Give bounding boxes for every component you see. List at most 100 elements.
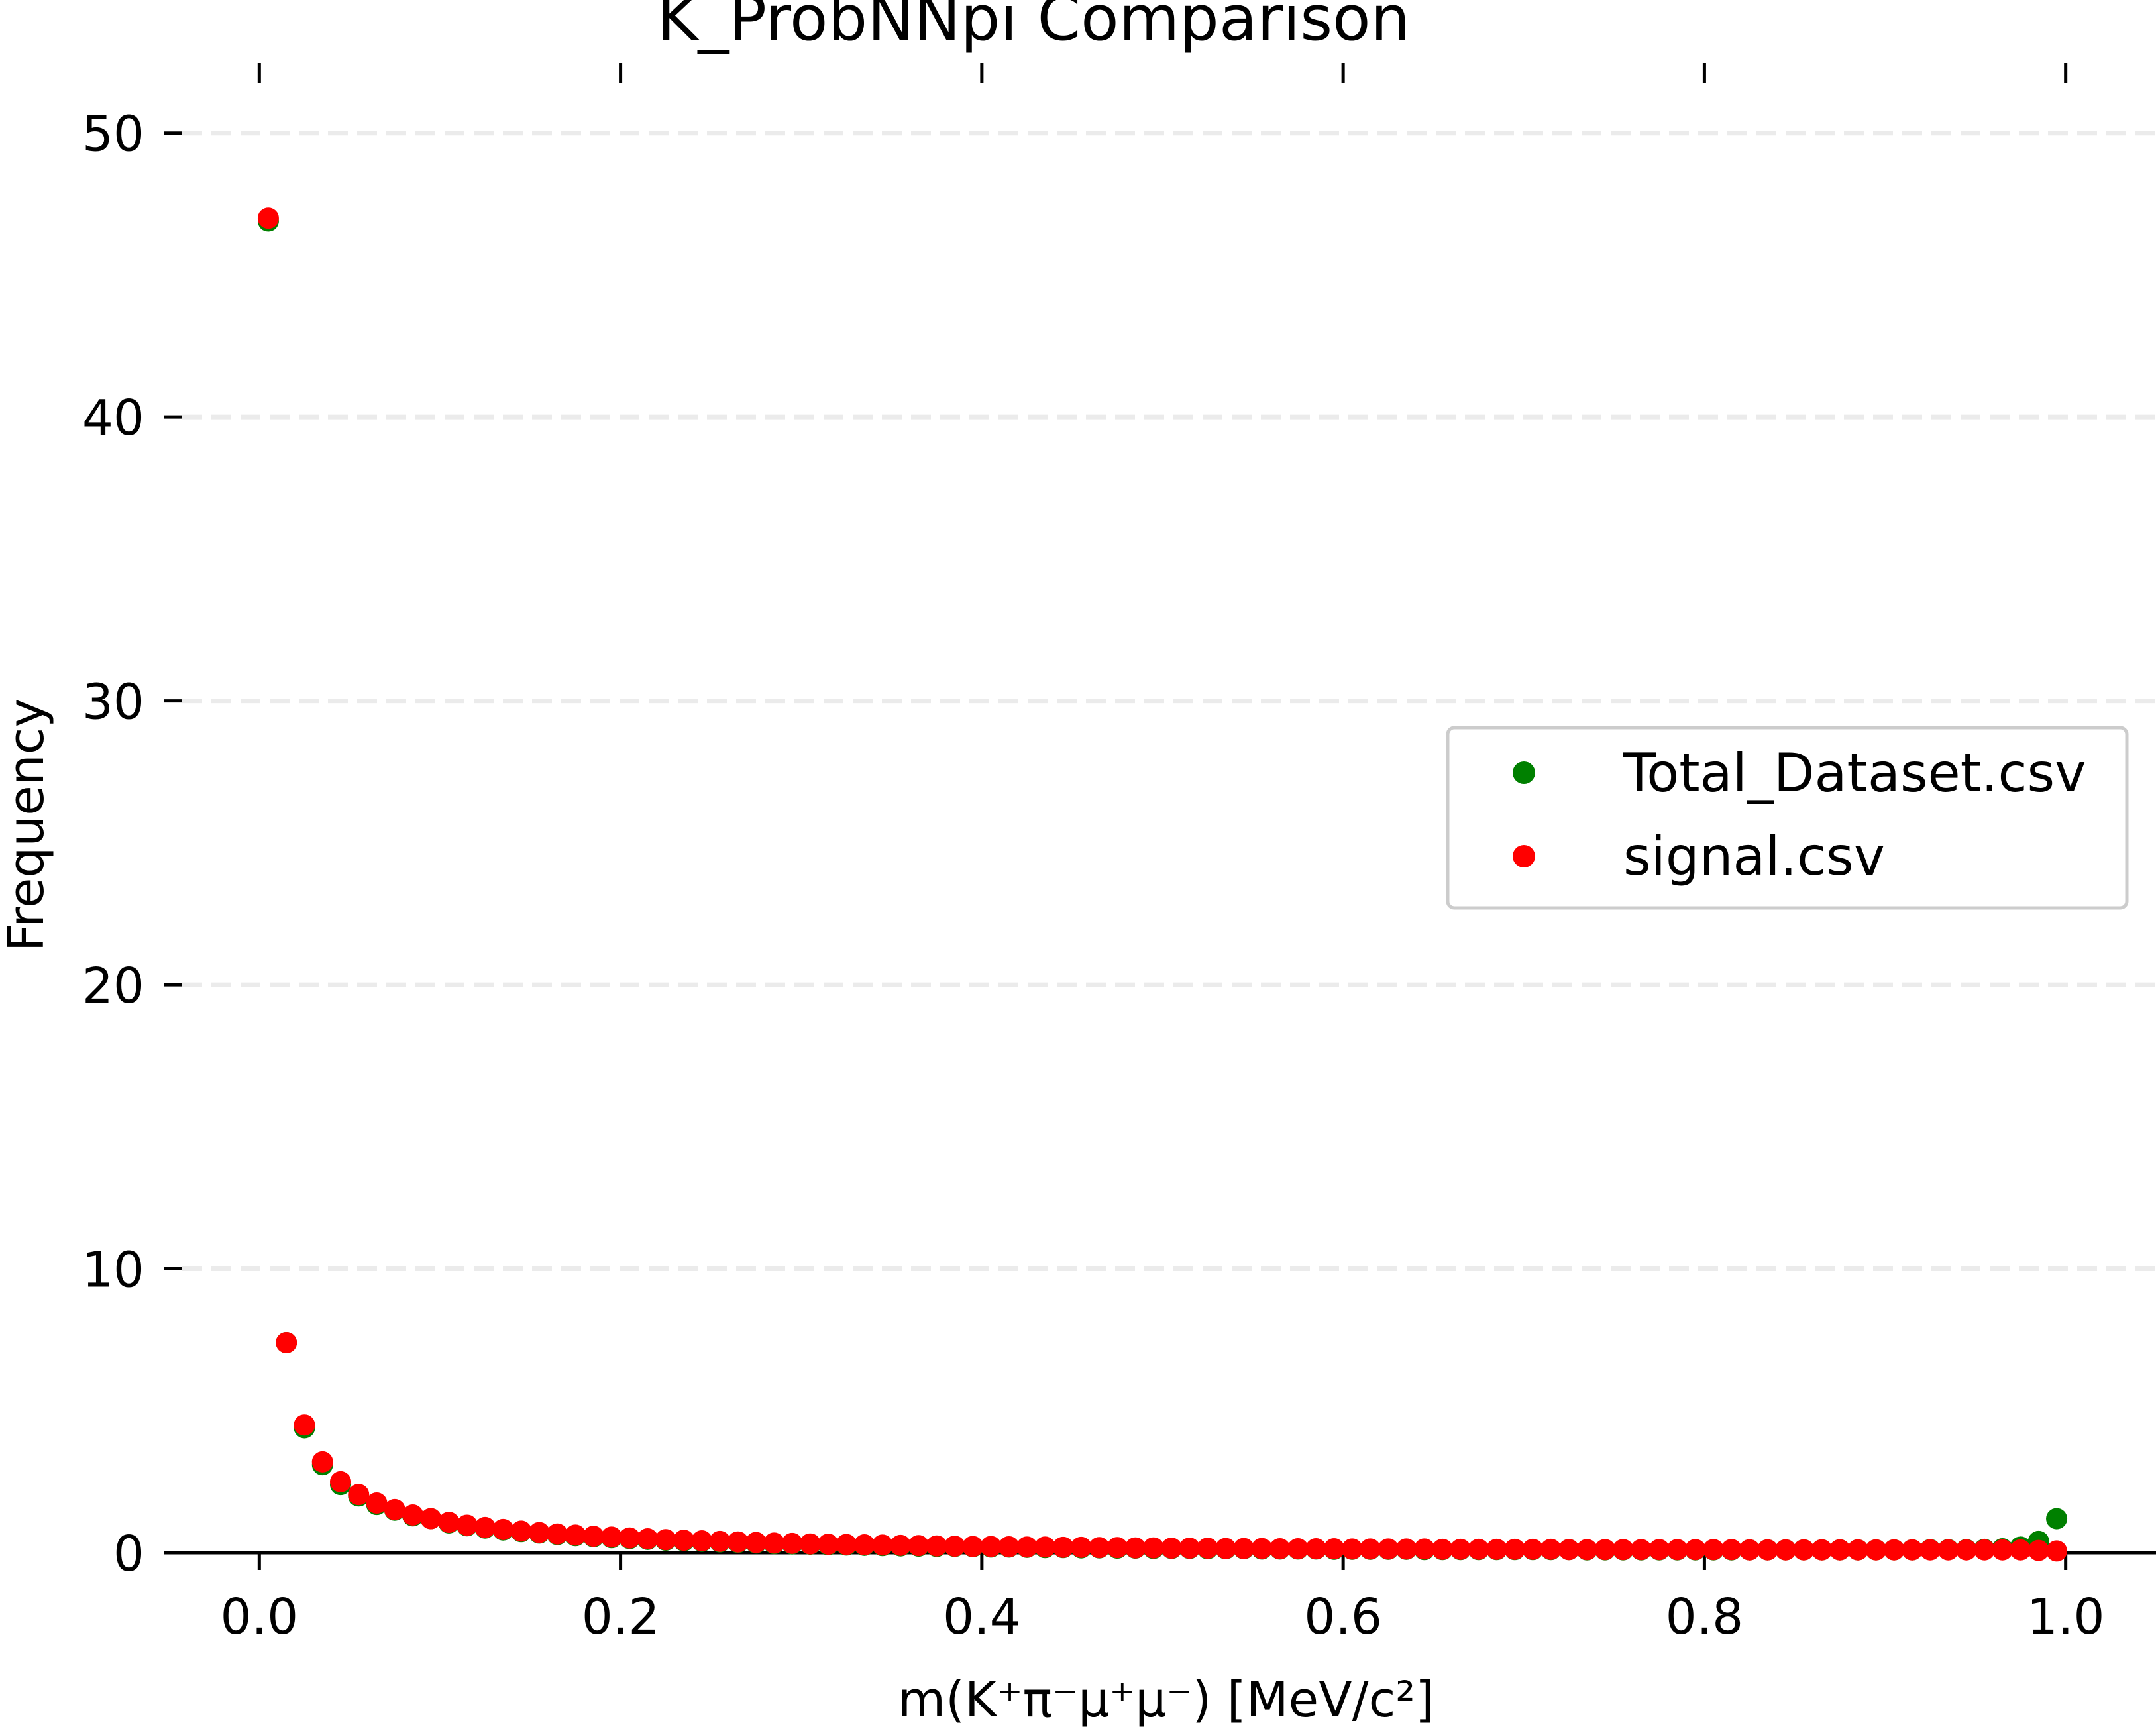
point-signal bbox=[890, 1534, 912, 1556]
point-signal bbox=[565, 1524, 586, 1546]
point-signal bbox=[1233, 1538, 1255, 1559]
point-signal bbox=[1142, 1537, 1164, 1559]
point-signal bbox=[1360, 1538, 1381, 1560]
point-signal bbox=[492, 1518, 514, 1540]
point-signal bbox=[727, 1531, 749, 1553]
point-signal bbox=[1558, 1539, 1580, 1561]
point-signal bbox=[1666, 1539, 1688, 1561]
point-signal bbox=[962, 1536, 984, 1557]
points-layer bbox=[257, 207, 2068, 1562]
point-signal bbox=[582, 1526, 604, 1547]
point-signal bbox=[1413, 1538, 1435, 1560]
point-signal bbox=[1919, 1539, 1941, 1561]
point-signal bbox=[2010, 1539, 2031, 1561]
point-signal bbox=[2027, 1539, 2049, 1561]
point-signal bbox=[1612, 1539, 1634, 1561]
point-signal bbox=[1937, 1539, 1959, 1561]
legend: Total_Dataset.csv signal.csv bbox=[1446, 726, 2129, 910]
y-tick-label: 30 bbox=[82, 674, 144, 731]
point-signal bbox=[709, 1530, 731, 1552]
point-signal bbox=[1432, 1538, 1454, 1560]
point-signal bbox=[474, 1516, 496, 1538]
point-signal bbox=[818, 1534, 839, 1555]
point-signal bbox=[1124, 1537, 1146, 1559]
point-signal bbox=[781, 1532, 803, 1554]
point-signal bbox=[835, 1534, 857, 1555]
point-signal bbox=[619, 1527, 641, 1549]
point-signal bbox=[1197, 1538, 1218, 1559]
point-signal bbox=[1955, 1539, 1977, 1561]
point-signal bbox=[1703, 1539, 1725, 1561]
point-signal bbox=[528, 1522, 550, 1543]
point-signal bbox=[1504, 1538, 1526, 1560]
legend-marker bbox=[1513, 845, 1535, 868]
point-signal bbox=[1214, 1538, 1236, 1559]
point-signal bbox=[311, 1451, 333, 1473]
point-signal bbox=[871, 1534, 893, 1556]
axes-layer: 0 10 20 30 40 50 0.0 0.2 0.4 0.6 0.8 1.0 m(K⁺π⁻μ⁺μ⁻)… bbox=[82, 63, 2156, 1728]
x-tick-label: 0.0 bbox=[220, 1589, 298, 1646]
point-signal bbox=[1901, 1539, 1923, 1561]
point-signal bbox=[1576, 1539, 1598, 1561]
point-signal bbox=[1341, 1538, 1363, 1560]
point-signal bbox=[510, 1520, 532, 1542]
point-signal bbox=[1161, 1538, 1183, 1559]
point-signal bbox=[655, 1529, 676, 1551]
grid-layer bbox=[182, 131, 2156, 1272]
point-signal bbox=[745, 1532, 767, 1553]
point-signal bbox=[1377, 1538, 1399, 1560]
point-signal bbox=[294, 1414, 315, 1436]
point-signal bbox=[926, 1535, 947, 1557]
point-signal bbox=[1847, 1539, 1869, 1561]
point-signal bbox=[1070, 1536, 1092, 1558]
point-signal bbox=[456, 1514, 478, 1536]
legend-box bbox=[1446, 726, 2129, 910]
point-signal bbox=[1793, 1539, 1815, 1561]
x-tick-label: 0.4 bbox=[943, 1589, 1021, 1646]
y-axis-label: Frequency bbox=[0, 699, 55, 952]
chart-title: K_ProbNNpi Comparison bbox=[657, 0, 1411, 55]
point-signal bbox=[420, 1508, 442, 1530]
point-total-dataset bbox=[2046, 1508, 2068, 1530]
x-tick-label: 0.6 bbox=[1304, 1589, 1382, 1646]
x-tick-label: 1.0 bbox=[2027, 1589, 2105, 1646]
point-signal bbox=[330, 1471, 352, 1492]
point-signal bbox=[438, 1512, 460, 1534]
y-tick-label: 20 bbox=[82, 958, 144, 1015]
point-signal bbox=[799, 1533, 821, 1555]
point-signal bbox=[1739, 1539, 1760, 1561]
point-signal bbox=[943, 1536, 965, 1557]
point-signal bbox=[547, 1523, 568, 1545]
point-signal bbox=[1016, 1536, 1038, 1558]
point-signal bbox=[366, 1492, 388, 1514]
point-signal bbox=[1106, 1537, 1128, 1559]
legend-label: Total_Dataset.csv bbox=[1623, 742, 2086, 804]
point-signal bbox=[1648, 1539, 1670, 1561]
x-tick-label: 0.2 bbox=[582, 1589, 660, 1646]
legend-marker bbox=[1513, 761, 1535, 784]
point-signal bbox=[1721, 1539, 1743, 1561]
point-signal bbox=[853, 1534, 875, 1556]
point-signal bbox=[1883, 1539, 1905, 1561]
point-signal bbox=[1992, 1539, 2014, 1561]
point-signal bbox=[1251, 1538, 1273, 1559]
x-tick-label: 0.8 bbox=[1666, 1589, 1744, 1646]
point-signal bbox=[384, 1498, 405, 1520]
point-signal bbox=[763, 1532, 785, 1554]
y-tick-label: 40 bbox=[82, 390, 144, 447]
point-signal bbox=[276, 1331, 297, 1353]
point-signal bbox=[1540, 1538, 1562, 1560]
point-signal bbox=[1522, 1538, 1544, 1560]
point-signal bbox=[348, 1484, 370, 1506]
point-signal bbox=[1179, 1538, 1201, 1559]
point-signal bbox=[980, 1536, 1002, 1557]
point-signal bbox=[1468, 1538, 1489, 1560]
y-tick-label: 10 bbox=[82, 1242, 144, 1299]
point-signal bbox=[1829, 1539, 1851, 1561]
point-signal bbox=[1775, 1539, 1797, 1561]
point-signal bbox=[637, 1528, 659, 1550]
point-signal bbox=[1684, 1539, 1706, 1561]
point-signal bbox=[257, 207, 279, 229]
point-signal bbox=[908, 1535, 930, 1557]
